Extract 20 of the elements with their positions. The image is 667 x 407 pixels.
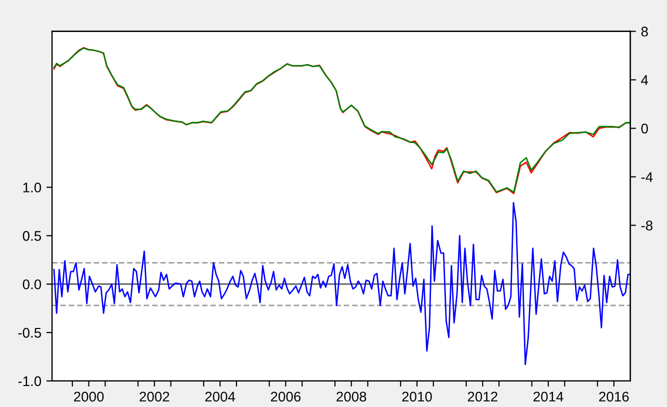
x-tick-label: 2002 <box>140 392 170 402</box>
y-tick-label: 0.0 <box>22 279 42 290</box>
x-tick-label: 2012 <box>468 392 498 402</box>
y-tick-label: -1.0 <box>18 376 42 386</box>
x-tick-label: 2000 <box>74 392 104 402</box>
y-tick-label: 1.0 <box>23 182 42 192</box>
line-series <box>53 202 630 366</box>
y2-tick-label: 0 <box>641 124 648 134</box>
x-tick-label: 2016 <box>599 392 629 402</box>
x-tick-label: 2014 <box>534 392 564 402</box>
y2-tick-label: 4 <box>641 75 648 85</box>
x-tick-label: 2006 <box>270 392 301 402</box>
y2-tick-label: 8 <box>641 26 648 37</box>
x-tick-label: 2004 <box>205 392 236 402</box>
x-tick-label: 2008 <box>336 392 366 402</box>
y-tick-label: 0.5 <box>22 231 42 241</box>
y-tick-label: -0.5 <box>18 328 42 338</box>
y2-tick-label: -4 <box>641 172 653 182</box>
x-tick-label: 2010 <box>402 392 432 402</box>
y2-tick-label: -8 <box>641 220 652 230</box>
